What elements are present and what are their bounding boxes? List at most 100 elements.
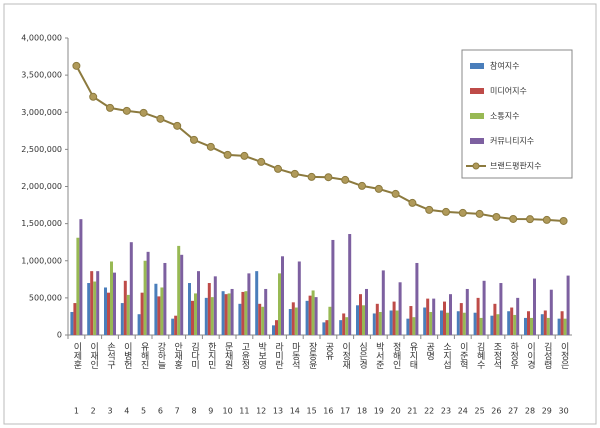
bar — [210, 297, 214, 335]
bar — [342, 313, 346, 335]
x-tick-label: 이병헌 — [121, 342, 132, 369]
bar — [177, 245, 181, 335]
rank-label: 4 — [124, 407, 129, 416]
bar — [406, 318, 410, 335]
bar — [230, 288, 234, 335]
legend-label: 소통지수 — [490, 112, 519, 121]
bar — [563, 318, 567, 335]
line-marker — [526, 215, 534, 224]
bar — [482, 280, 486, 335]
rank-label: 8 — [191, 407, 196, 416]
x-tick-label: 마동석 — [289, 342, 300, 369]
bar — [154, 283, 158, 335]
y-tick-label: 3,500,000 — [21, 71, 62, 80]
line-marker — [223, 150, 232, 159]
legend-swatch — [470, 63, 484, 69]
x-tick-label: 유해진 — [138, 342, 149, 369]
rank-label: 19 — [374, 407, 384, 416]
bar — [540, 314, 544, 335]
bar — [345, 317, 349, 335]
rank-label: 16 — [323, 407, 333, 416]
bar — [432, 298, 436, 335]
line-marker — [173, 121, 182, 130]
line-marker — [425, 205, 434, 214]
bar — [126, 294, 130, 335]
bar — [224, 294, 228, 335]
legend-swatch — [470, 138, 484, 144]
rank-label: 20 — [391, 407, 401, 416]
x-tick-label: 이정은 — [558, 342, 569, 369]
x-tick-label: 이재인 — [88, 342, 99, 369]
bar — [516, 297, 520, 335]
bar — [440, 310, 443, 335]
line-marker — [509, 214, 518, 223]
bar — [194, 293, 197, 335]
rank-label: 28 — [525, 407, 535, 416]
bar — [174, 315, 178, 335]
bar — [241, 291, 245, 335]
bar — [272, 325, 275, 335]
rank-label: 6 — [158, 407, 163, 416]
bar — [288, 309, 292, 335]
bar — [456, 311, 460, 335]
bar — [348, 234, 352, 335]
x-tick-label: 소지섭 — [441, 342, 451, 369]
bar — [513, 314, 517, 335]
line-marker — [257, 157, 266, 166]
bar — [275, 320, 278, 335]
bar — [110, 261, 113, 335]
rank-label: 29 — [542, 407, 552, 416]
bar — [392, 301, 396, 335]
x-tick-label: 공명 — [424, 342, 435, 360]
line-marker — [374, 184, 383, 193]
bar — [465, 288, 469, 335]
bar — [140, 292, 144, 335]
line-marker — [89, 92, 98, 101]
line-marker — [290, 169, 299, 178]
bar — [308, 295, 312, 335]
bar — [311, 290, 315, 335]
x-tick-label: 공유 — [323, 342, 334, 360]
bar — [389, 310, 393, 335]
bar — [204, 297, 208, 335]
bar — [171, 318, 175, 335]
bar — [365, 288, 368, 335]
rank-label: 27 — [508, 407, 518, 416]
line-marker — [139, 108, 148, 117]
bar — [73, 303, 77, 335]
bar — [163, 262, 167, 335]
bar — [143, 260, 147, 335]
rank-label: 9 — [208, 407, 213, 416]
rank-label: 24 — [458, 407, 468, 416]
bar — [188, 283, 191, 335]
bar — [429, 311, 433, 335]
bar — [244, 291, 248, 335]
bar — [87, 283, 91, 335]
line-marker — [475, 209, 484, 218]
bar — [146, 251, 150, 335]
line-marker — [240, 151, 249, 160]
y-tick-label: 4,000,000 — [21, 34, 62, 43]
bar — [499, 283, 503, 335]
bar — [197, 271, 200, 335]
bar — [473, 312, 477, 335]
bar — [524, 317, 527, 335]
line-marker — [408, 198, 417, 207]
legend-label: 미디어지수 — [490, 86, 527, 96]
line-marker — [458, 208, 467, 217]
bar — [446, 312, 449, 335]
rank-label: 14 — [290, 407, 300, 416]
bar — [297, 261, 301, 335]
rank-label: 10 — [223, 407, 233, 416]
bar — [449, 294, 452, 335]
bar — [560, 311, 564, 335]
x-tick-label: 김성령 — [541, 342, 552, 369]
bar — [557, 318, 561, 335]
bar — [331, 239, 335, 335]
rank-label: 21 — [407, 407, 417, 416]
rank-label: 17 — [340, 407, 350, 416]
bar — [356, 305, 359, 335]
bar — [180, 254, 184, 335]
x-tick-label: 이정재 — [340, 342, 351, 369]
